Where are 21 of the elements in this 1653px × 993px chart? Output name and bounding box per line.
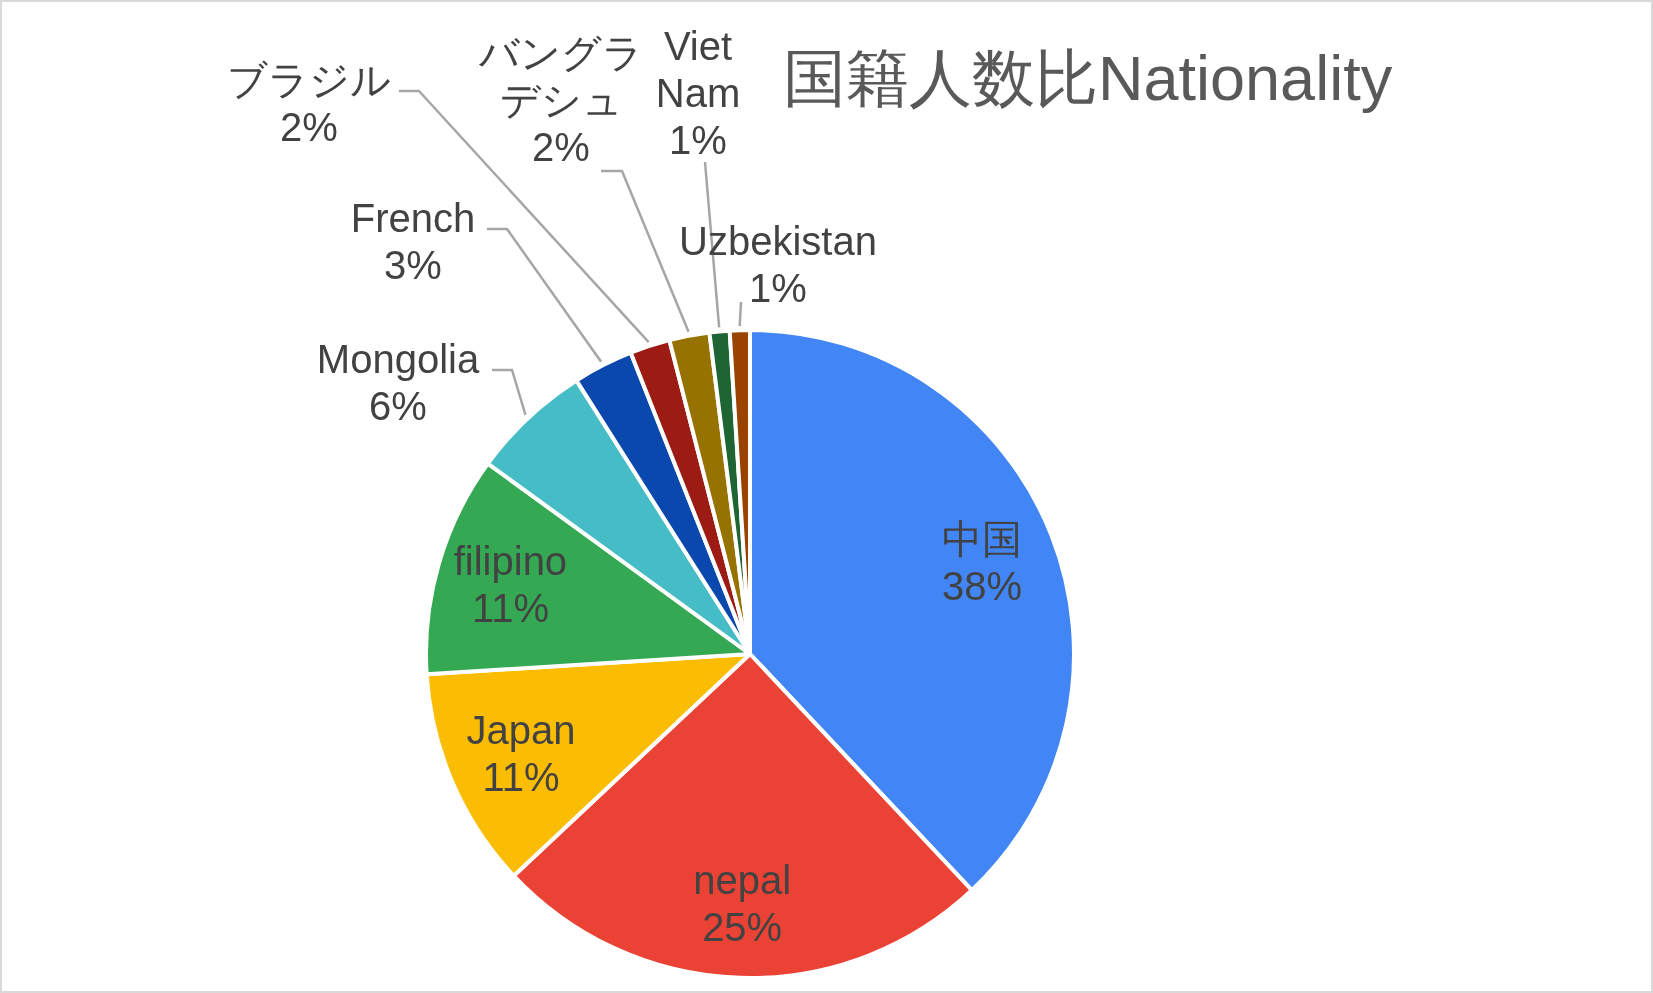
data-label: 11% bbox=[471, 585, 549, 630]
data-label: 2% bbox=[532, 125, 590, 169]
slice-label: filipino bbox=[453, 538, 568, 583]
data-label: 1% bbox=[749, 266, 807, 310]
slice-label: nepal bbox=[693, 857, 792, 902]
data-label: 38% bbox=[941, 563, 1022, 608]
data-label: 3% bbox=[384, 243, 442, 287]
data-label: 2% bbox=[280, 105, 338, 149]
chart-title: 国籍人数比Nationality bbox=[783, 43, 1393, 113]
data-label: 6% bbox=[369, 384, 427, 428]
slice-label: ブラジル bbox=[227, 58, 391, 102]
slice-label: 中国 bbox=[941, 516, 1022, 561]
slice-label: Uzbekistan bbox=[679, 219, 877, 263]
slice-label: Viet Nam bbox=[655, 24, 741, 115]
slice-label: French bbox=[350, 196, 476, 240]
data-label: 25% bbox=[702, 904, 783, 949]
data-label: 11% bbox=[482, 754, 560, 799]
slice-label: Mongolia bbox=[316, 337, 480, 381]
data-label: 1% bbox=[669, 118, 727, 162]
slice-label: Japan bbox=[466, 707, 576, 752]
slice-label: バングラデシュ bbox=[478, 31, 643, 122]
